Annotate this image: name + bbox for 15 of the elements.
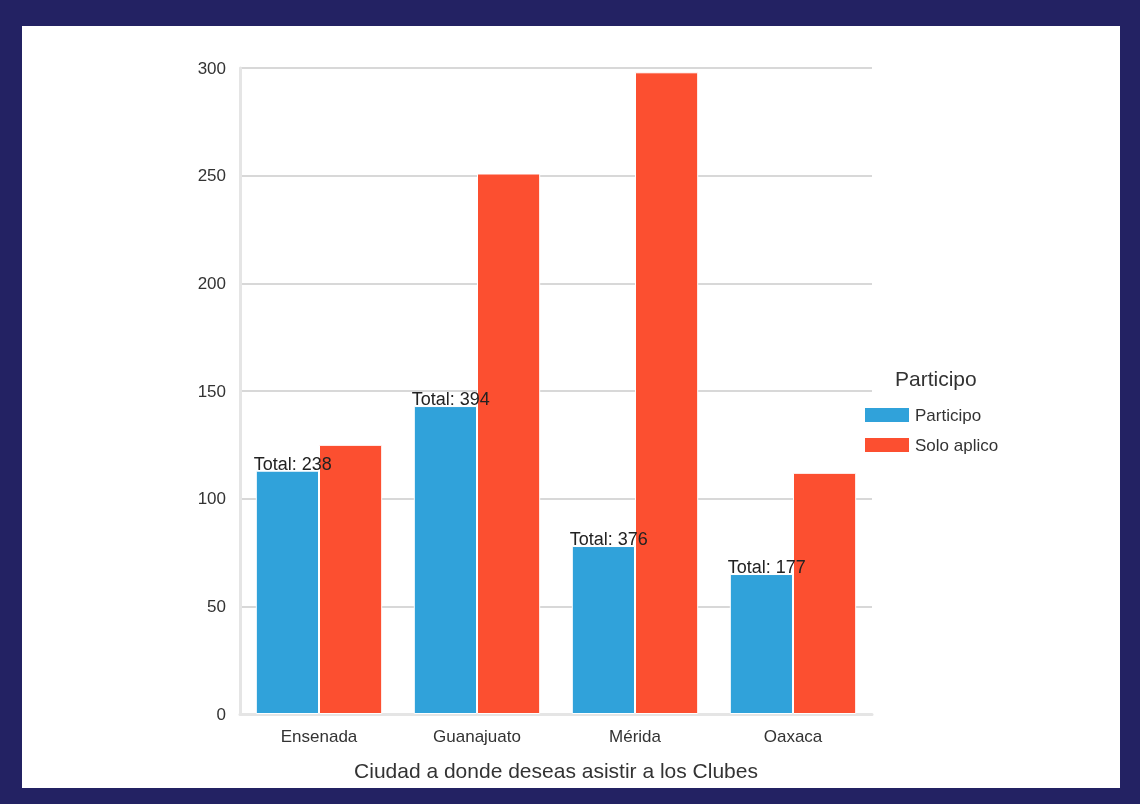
y-tick-label: 200 xyxy=(197,273,226,293)
legend-label: Participo xyxy=(915,405,982,425)
x-tick-label: Guanajuato xyxy=(433,727,521,746)
legend-title: Participo xyxy=(895,367,977,390)
y-tick-label: 250 xyxy=(197,166,226,186)
y-tick-label: 0 xyxy=(216,704,226,724)
y-tick-label: 150 xyxy=(197,381,226,401)
y-tick-label: 50 xyxy=(207,596,226,616)
legend-label: Solo aplico xyxy=(915,435,999,455)
x-tick-label: Oaxaca xyxy=(763,727,823,746)
x-tick-label: Mérida xyxy=(609,727,662,746)
y-tick-label: 100 xyxy=(197,489,226,509)
x-axis-title: Ciudad a donde deseas asistir a los Clubes xyxy=(354,759,758,782)
y-tick-label: 300 xyxy=(197,58,226,78)
x-tick-label: Ensenada xyxy=(280,727,358,746)
